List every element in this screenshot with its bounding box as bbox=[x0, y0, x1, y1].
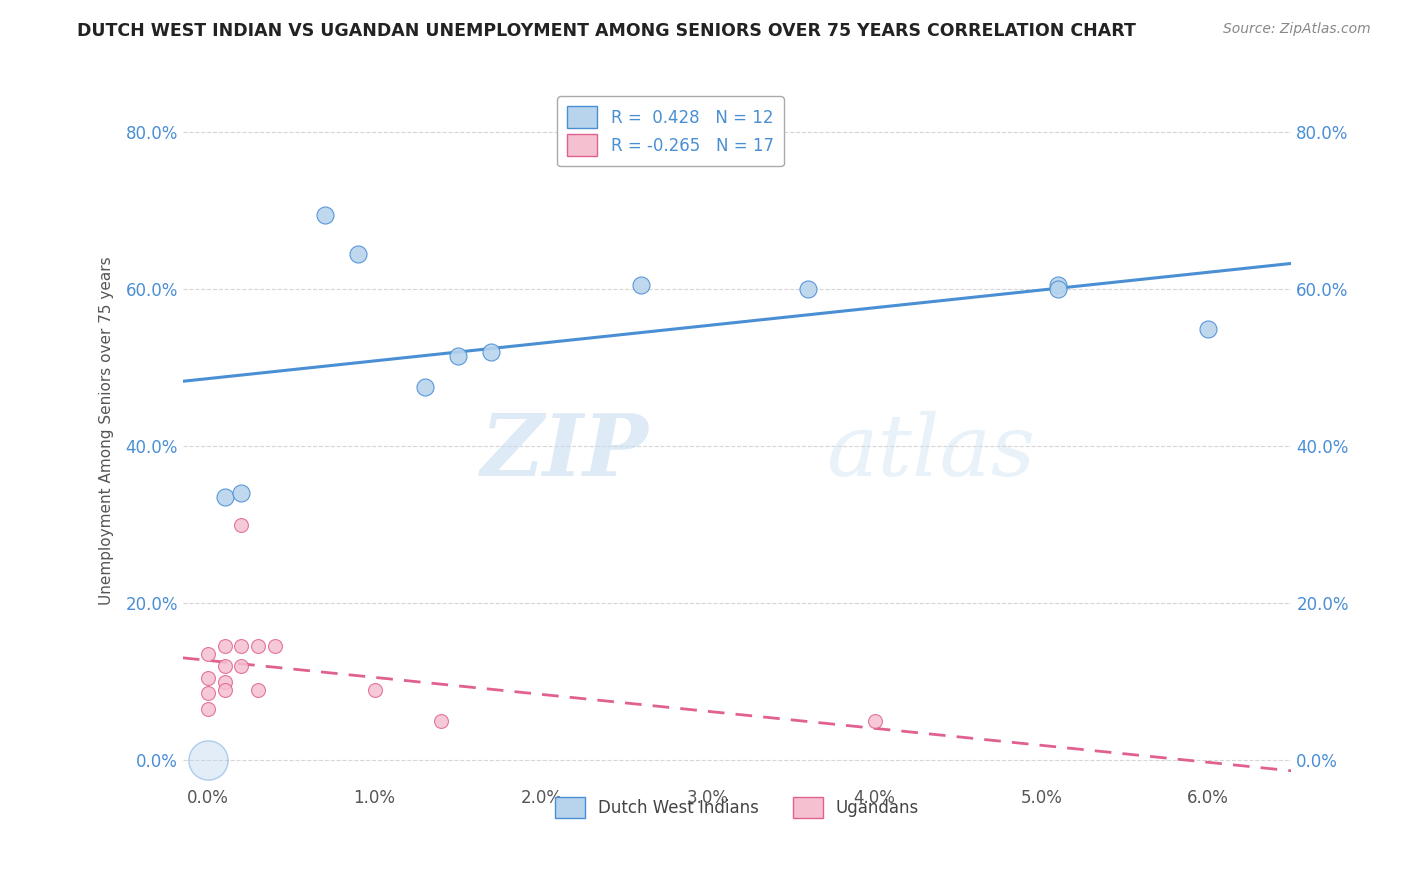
Point bbox=[863, 714, 886, 728]
Point bbox=[214, 491, 236, 505]
Point bbox=[797, 282, 820, 296]
Point bbox=[1047, 278, 1070, 293]
Point bbox=[197, 702, 219, 716]
Point bbox=[479, 345, 502, 359]
Point bbox=[197, 686, 219, 700]
Point bbox=[231, 517, 253, 532]
Text: ZIP: ZIP bbox=[481, 410, 648, 493]
Point bbox=[430, 714, 453, 728]
Point bbox=[630, 278, 652, 293]
Point bbox=[231, 486, 253, 500]
Point bbox=[1047, 282, 1070, 296]
Point bbox=[246, 682, 269, 697]
Point bbox=[197, 647, 219, 661]
Point bbox=[231, 640, 253, 654]
Legend: Dutch West Indians, Ugandans: Dutch West Indians, Ugandans bbox=[548, 790, 927, 825]
Point bbox=[246, 640, 269, 654]
Text: atlas: atlas bbox=[825, 410, 1035, 493]
Point bbox=[197, 753, 219, 767]
Point bbox=[263, 640, 285, 654]
Point bbox=[214, 640, 236, 654]
Point bbox=[413, 380, 436, 394]
Text: Source: ZipAtlas.com: Source: ZipAtlas.com bbox=[1223, 22, 1371, 37]
Y-axis label: Unemployment Among Seniors over 75 years: Unemployment Among Seniors over 75 years bbox=[100, 256, 114, 605]
Point bbox=[447, 349, 470, 363]
Point bbox=[363, 682, 385, 697]
Point bbox=[231, 659, 253, 673]
Point bbox=[314, 208, 336, 222]
Text: DUTCH WEST INDIAN VS UGANDAN UNEMPLOYMENT AMONG SENIORS OVER 75 YEARS CORRELATIO: DUTCH WEST INDIAN VS UGANDAN UNEMPLOYMEN… bbox=[77, 22, 1136, 40]
Point bbox=[197, 671, 219, 685]
Point bbox=[347, 247, 370, 261]
Point bbox=[214, 682, 236, 697]
Point bbox=[214, 674, 236, 689]
Point bbox=[214, 659, 236, 673]
Point bbox=[1197, 321, 1219, 335]
